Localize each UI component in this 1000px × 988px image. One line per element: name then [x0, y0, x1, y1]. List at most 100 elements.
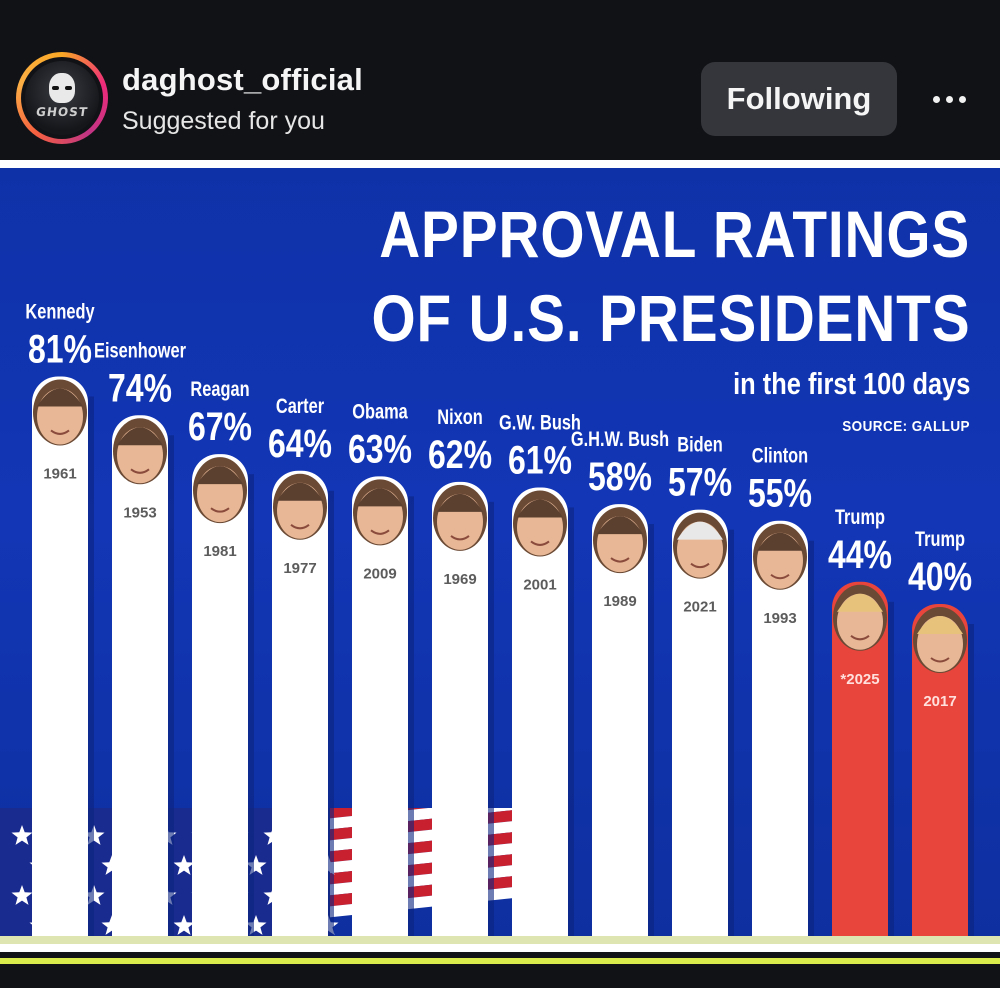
bar-group: 1953 Eisenhower 74% [94, 338, 187, 944]
bar-name-label: Obama [352, 399, 408, 422]
bar-year-label: 1953 [123, 504, 156, 521]
portrait-mouth [50, 429, 70, 435]
bar-year-label: 1977 [283, 560, 316, 577]
portrait-mouth [610, 557, 630, 563]
flag-star [11, 885, 33, 905]
bar-value-label: 40% [908, 554, 972, 599]
bar-value-label: 67% [188, 404, 252, 449]
flag-star [11, 825, 33, 845]
portrait-hair [117, 427, 163, 446]
bar [512, 487, 568, 944]
portrait-mouth [690, 562, 710, 569]
bar-group: 2009 Obama 63% [348, 399, 414, 944]
bar-shadow [408, 496, 414, 944]
portrait-hair [437, 493, 483, 512]
chart-subtitle: in the first 100 days [732, 366, 970, 401]
bar [192, 454, 248, 944]
portrait-hair [917, 616, 963, 634]
portrait-mouth [370, 529, 390, 535]
bar-value-label: 63% [348, 426, 412, 471]
flag-star [173, 915, 195, 935]
bar-shadow [488, 501, 494, 944]
more-dot [932, 95, 940, 103]
bar [272, 470, 328, 944]
bar-group: 2021 Biden 57% [668, 433, 734, 944]
bar-shadow [328, 490, 334, 944]
bar-year-label: 1981 [203, 543, 236, 560]
bar-name-label: G.W. Bush [499, 410, 581, 433]
portrait-mouth [770, 573, 790, 580]
username-link[interactable]: daghost_official [122, 62, 363, 97]
bar-year-label: 1993 [763, 610, 796, 627]
avatar-eye-right [65, 86, 72, 90]
bar-value-label: 57% [668, 459, 732, 504]
bar-name-label: Trump [915, 527, 965, 550]
bar-shadow [968, 624, 974, 944]
bar-group: 1961 Kennedy 81% [25, 299, 95, 944]
bar-year-label: 2021 [683, 599, 716, 616]
bar [352, 476, 408, 944]
chart-title-line1: APPROVAL RATINGS [379, 197, 970, 271]
approval-chart: 1961 Kennedy 81% 1953 Eisenhower 74% 1981 Reaga… [0, 168, 1000, 944]
bar-value-label: 74% [108, 365, 172, 410]
bars-group: 1961 Kennedy 81% 1953 Eisenhower 74% 1981 Reaga… [25, 299, 974, 944]
bar-shadow [728, 529, 734, 944]
post-image[interactable]: 1961 Kennedy 81% 1953 Eisenhower 74% 1981 Reaga… [0, 160, 1000, 952]
image-bottom-band [0, 936, 1000, 944]
bar-name-label: Kennedy [25, 299, 95, 322]
avatar-eye-left [52, 86, 59, 90]
portrait-mouth [130, 468, 150, 474]
portrait-hair [37, 388, 83, 407]
bar-value-label: 64% [268, 420, 332, 465]
portrait-mouth [850, 634, 870, 641]
footer-accent-line [0, 958, 1000, 964]
bar-shadow [168, 435, 174, 944]
bar-value-label: 61% [508, 437, 572, 482]
bar-group: 1989 G.H.W. Bush 58% [571, 427, 669, 944]
bar-year-label: 1969 [443, 571, 476, 588]
portrait-hair [677, 521, 723, 540]
portrait-mouth [930, 657, 950, 663]
portrait-hair [517, 499, 563, 518]
bar-group: 1977 Carter 64% [268, 394, 334, 944]
portrait-hair [357, 488, 403, 507]
bar-shadow [88, 396, 94, 944]
avatar[interactable]: GHOST [16, 52, 108, 144]
portrait-hair [597, 516, 643, 535]
bar-year-label: 2001 [523, 576, 556, 593]
following-button[interactable]: Following [701, 62, 897, 136]
portrait-hair [837, 593, 883, 612]
flag-star [245, 915, 267, 935]
more-dot [958, 95, 966, 103]
bar-year-label: 2009 [363, 565, 396, 582]
bar-group: *2025 Trump 44% [828, 505, 894, 944]
flag-star [245, 855, 267, 875]
bar-value-label: 58% [588, 454, 652, 499]
bar-group: 1969 Nixon 62% [428, 405, 494, 944]
bar-name-label: Carter [276, 394, 325, 417]
bar-name-label: Reagan [190, 377, 249, 400]
bar-shadow [648, 524, 654, 944]
portrait-hair [197, 466, 243, 485]
bar-group: 1993 Clinton 55% [748, 444, 814, 944]
bar-year-label: 2017 [923, 693, 956, 710]
bar-shadow [568, 507, 574, 944]
portrait-hair [277, 482, 323, 501]
bar [832, 581, 888, 944]
portrait-mouth [290, 523, 310, 530]
bar-year-label: *2025 [840, 671, 879, 688]
bar [752, 520, 808, 944]
bar [592, 504, 648, 944]
bar-name-label: Biden [677, 433, 723, 456]
more-dot [945, 95, 953, 103]
more-options-icon[interactable] [924, 82, 974, 116]
chart-canvas: 1961 Kennedy 81% 1953 Eisenhower 74% 1981 Reaga… [0, 299, 974, 944]
portrait-hair [757, 532, 803, 551]
ghost-logo-icon: GHOST [25, 61, 99, 135]
bar-value-label: 62% [428, 431, 492, 476]
bar-shadow [888, 601, 894, 944]
bar-shadow [808, 540, 814, 944]
bar-group: 2017 Trump 40% [908, 527, 974, 944]
bar-name-label: Clinton [752, 444, 808, 467]
suggested-label: Suggested for you [122, 107, 325, 135]
